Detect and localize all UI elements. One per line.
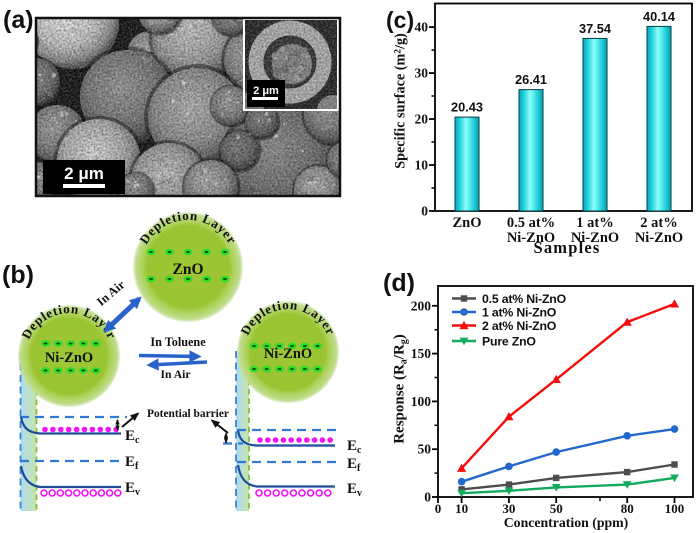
svg-text:0: 0 xyxy=(421,204,428,219)
svg-text:1 at%: 1 at% xyxy=(576,215,613,231)
svg-text:1 at% Ni-ZnO: 1 at% Ni-ZnO xyxy=(482,306,557,320)
svg-text:150: 150 xyxy=(411,346,432,361)
svg-text:ZnO: ZnO xyxy=(452,215,481,231)
svg-text:Ec: Ec xyxy=(125,428,140,446)
svg-text:Ni-ZnO: Ni-ZnO xyxy=(507,230,555,246)
svg-text:(d): (d) xyxy=(383,269,415,297)
svg-text:Samples: Samples xyxy=(533,238,600,257)
svg-text:100: 100 xyxy=(665,501,685,516)
svg-text:Ec: Ec xyxy=(347,438,362,456)
svg-text:Ev: Ev xyxy=(125,480,140,498)
svg-text:Ni-ZnO: Ni-ZnO xyxy=(571,230,619,246)
svg-text:Ef: Ef xyxy=(347,456,361,474)
svg-text:(c): (c) xyxy=(386,7,414,33)
svg-text:Concentration (ppm): Concentration (ppm) xyxy=(504,515,629,531)
svg-text:Ev: Ev xyxy=(347,481,362,499)
svg-text:100: 100 xyxy=(411,394,432,409)
svg-text:50: 50 xyxy=(550,501,563,516)
svg-text:Potential barrier: Potential barrier xyxy=(147,408,229,420)
svg-text:2 at% Ni-ZnO: 2 at% Ni-ZnO xyxy=(482,319,557,333)
svg-text:2 μm: 2 μm xyxy=(253,85,279,97)
svg-text:40.14: 40.14 xyxy=(643,9,676,24)
svg-text:26.41: 26.41 xyxy=(515,72,547,87)
svg-text:Specific surface (m2/g): Specific surface (m2/g) xyxy=(393,33,409,169)
svg-text:0: 0 xyxy=(424,490,431,505)
svg-text:Ni-ZnO: Ni-ZnO xyxy=(45,350,93,366)
svg-text:37.54: 37.54 xyxy=(579,21,612,36)
svg-text:Pure ZnO: Pure ZnO xyxy=(482,335,536,349)
svg-text:10: 10 xyxy=(415,158,429,173)
svg-text:10: 10 xyxy=(455,501,468,516)
svg-text:Ni-ZnO: Ni-ZnO xyxy=(635,230,683,246)
svg-text:In Toluene: In Toluene xyxy=(150,335,206,349)
svg-text:(b): (b) xyxy=(2,261,34,289)
svg-text:2 μm: 2 μm xyxy=(64,164,104,183)
svg-text:80: 80 xyxy=(621,501,634,516)
svg-text:In Air: In Air xyxy=(161,368,191,381)
svg-text:Ni-ZnO: Ni-ZnO xyxy=(264,346,312,362)
svg-text:0: 0 xyxy=(435,501,442,516)
svg-text:20.43: 20.43 xyxy=(451,100,483,115)
svg-text:ZnO: ZnO xyxy=(172,261,203,278)
svg-text:In Air: In Air xyxy=(94,277,128,309)
svg-text:Response (Ra/Rg): Response (Ra/Rg) xyxy=(392,334,410,444)
svg-text:30: 30 xyxy=(415,66,429,81)
svg-text:20: 20 xyxy=(415,112,429,127)
svg-text:0.5 at%: 0.5 at% xyxy=(507,215,555,231)
svg-text:Ef: Ef xyxy=(125,454,139,472)
svg-text:2 at%: 2 at% xyxy=(640,215,677,231)
svg-text:200: 200 xyxy=(411,298,432,313)
svg-text:0.5 at% Ni-ZnO: 0.5 at% Ni-ZnO xyxy=(482,292,567,306)
svg-text:(a): (a) xyxy=(3,6,34,34)
svg-text:50: 50 xyxy=(418,442,432,457)
svg-text:30: 30 xyxy=(502,501,515,516)
svg-text:40: 40 xyxy=(415,20,429,35)
